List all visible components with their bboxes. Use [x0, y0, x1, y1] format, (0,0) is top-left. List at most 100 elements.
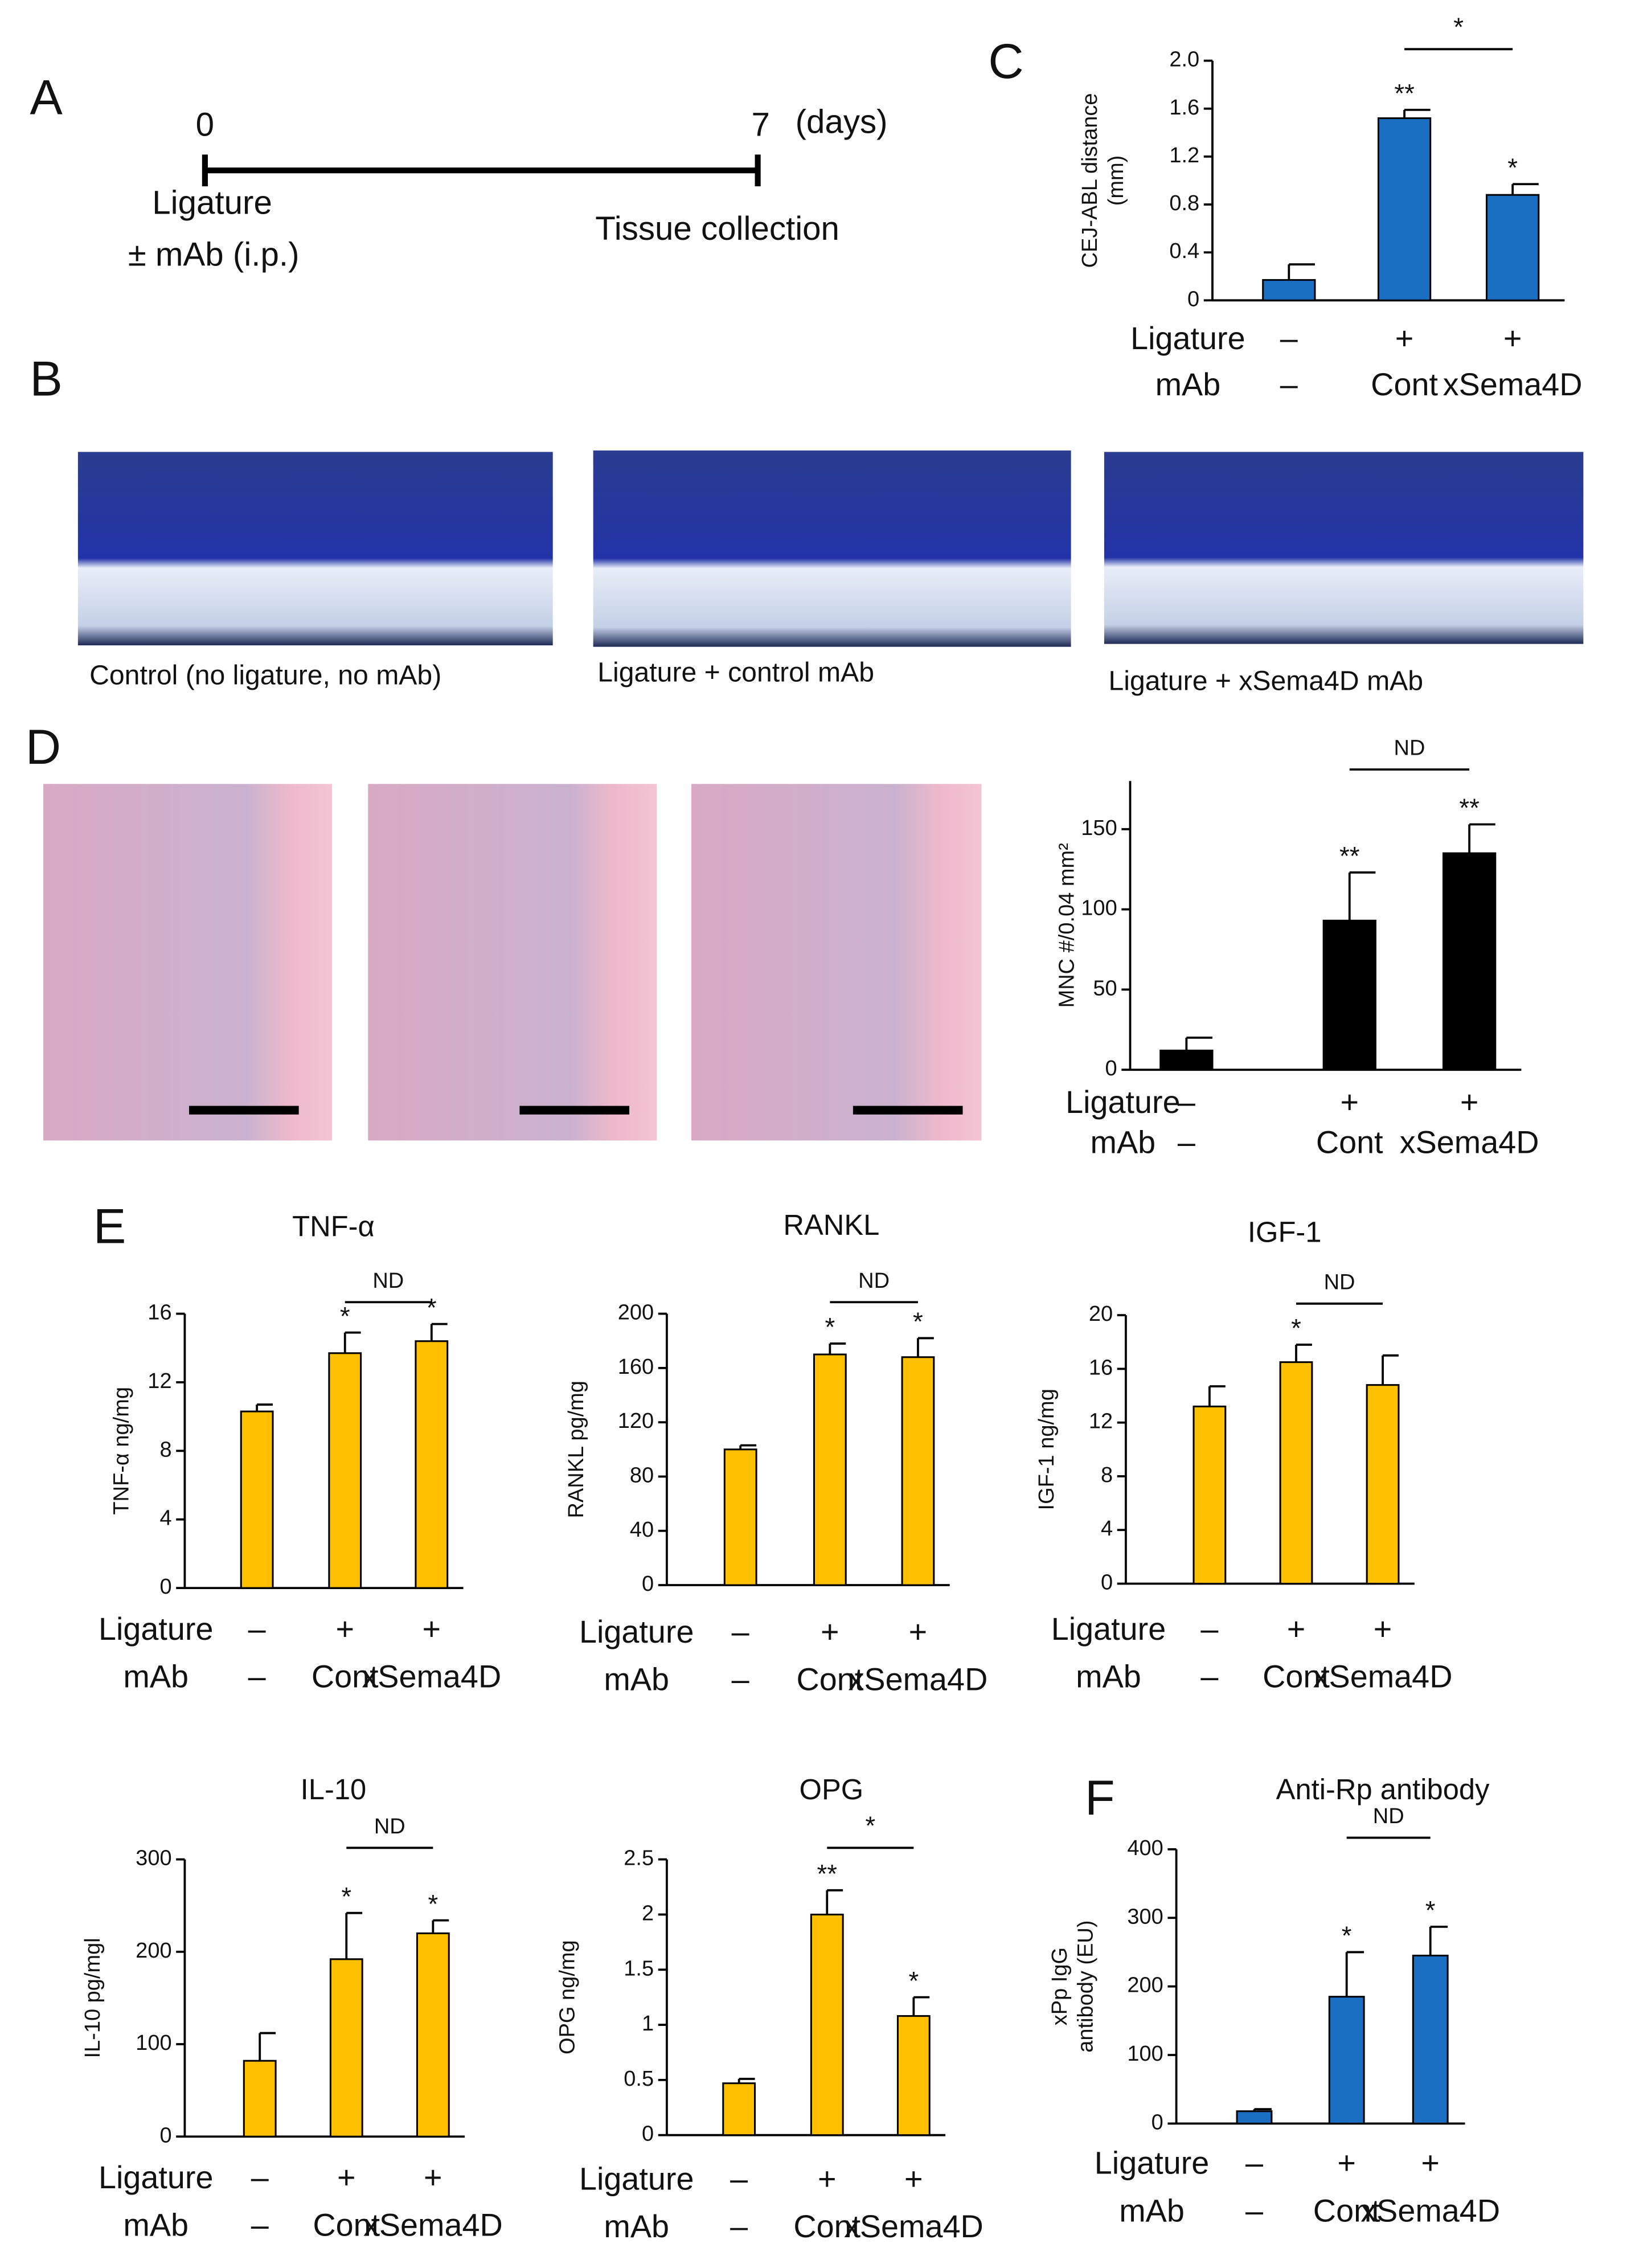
bar — [416, 1932, 450, 2138]
bar — [243, 2060, 277, 2138]
comparison-label: ND — [1394, 736, 1425, 760]
row-name: Ligature — [1066, 1084, 1180, 1120]
y-axis-label: antibody (EU) — [1074, 1920, 1098, 2052]
x-tick-label: – — [1200, 1611, 1218, 1647]
row-name: mAb — [123, 2208, 188, 2243]
x-tick-label: + — [423, 1611, 441, 1647]
x-tick-label: + — [1337, 2146, 1356, 2181]
histology-photo — [43, 784, 332, 1141]
x-tick-label: xSema4D — [363, 2208, 503, 2243]
y-tick-label: 1.6 — [1169, 96, 1199, 120]
x-tick-label: xSema4D — [1443, 367, 1583, 402]
x-tick-label: – — [730, 2161, 748, 2197]
y-tick-label: 1 — [642, 2012, 654, 2036]
x-tick-label: + — [337, 2160, 356, 2195]
row-name: mAb — [1076, 1659, 1141, 1694]
x-tick-label: – — [1178, 1125, 1195, 1160]
chart-title: OPG — [800, 1773, 864, 1806]
y-axis-label: IL-10 pg/mgl — [81, 1938, 105, 2058]
x-tick-label: + — [335, 1611, 354, 1647]
significance-label: * — [1291, 1314, 1301, 1343]
y-tick-label: 8 — [159, 1438, 171, 1461]
y-tick-label: 0.8 — [1169, 191, 1199, 215]
x-tick-label: – — [1280, 367, 1298, 402]
y-tick-label: 2 — [642, 1901, 654, 1925]
comparison-label: ND — [372, 1269, 404, 1293]
y-tick-label: 300 — [136, 1847, 171, 1870]
comparison-label: ND — [858, 1269, 890, 1293]
x-tick-label: – — [732, 1662, 749, 1697]
significance-label: * — [427, 1293, 437, 1322]
y-tick-label: 100 — [136, 2031, 171, 2055]
y-tick-label: 0 — [1187, 287, 1199, 311]
y-axis-label: MNC #/0.04 mm² — [1055, 843, 1079, 1008]
panel-letter: B — [30, 352, 62, 407]
significance-label: * — [1342, 1921, 1352, 1950]
y-axis-label: xPp IgG — [1048, 1947, 1072, 2025]
significance-label: * — [341, 1882, 351, 1911]
y-tick-label: 0 — [159, 2123, 171, 2147]
x-tick-label: – — [1178, 1084, 1195, 1120]
x-tick-label: – — [1200, 1659, 1218, 1694]
x-tick-label: + — [904, 2161, 923, 2197]
x-tick-label: + — [1287, 1611, 1306, 1647]
bar — [1322, 919, 1376, 1071]
row-name: mAb — [604, 2209, 669, 2244]
row-name: mAb — [123, 1659, 188, 1694]
bar — [723, 1448, 757, 1586]
x-tick-label: xSema4D — [362, 1659, 501, 1694]
x-tick-label: – — [251, 2208, 269, 2243]
y-tick-label: 100 — [1127, 2042, 1163, 2066]
comparison-label: * — [865, 1811, 875, 1840]
bar — [1377, 117, 1432, 301]
bar — [722, 2082, 756, 2136]
comparison-label: ND — [1324, 1270, 1355, 1294]
y-tick-label: 2.0 — [1169, 48, 1199, 72]
timeline: 0 7 (days) Ligature ± mAb (i.p.) Tissue … — [128, 103, 888, 273]
chart-title: RANKL — [783, 1209, 879, 1241]
bar — [328, 1352, 362, 1589]
y-tick-label: 0 — [159, 1575, 171, 1599]
x-tick-label: Cont — [313, 2208, 380, 2243]
bar — [415, 1340, 449, 1589]
panel-letter: A — [30, 70, 63, 125]
y-axis-label: IGF-1 ng/mg — [1035, 1389, 1059, 1510]
y-tick-label: 0.5 — [624, 2067, 654, 2091]
timeline-unit: (days) — [796, 103, 888, 140]
y-tick-label: 2.5 — [624, 1847, 654, 1870]
y-tick-label: 0 — [1105, 1057, 1117, 1080]
row-name: Ligature — [1130, 321, 1245, 356]
x-tick-label: Cont — [1313, 2193, 1380, 2228]
significance-label: * — [428, 1889, 438, 1918]
y-tick-label: 100 — [1081, 896, 1117, 920]
timeline-label: Tissue collection — [595, 210, 839, 247]
row-name: Ligature — [1051, 1611, 1166, 1647]
x-tick-label: + — [909, 1614, 928, 1649]
x-tick-label: – — [248, 1659, 266, 1694]
y-tick-label: 4 — [159, 1506, 171, 1530]
y-tick-label: 80 — [630, 1463, 654, 1487]
x-tick-label: + — [818, 2161, 837, 2197]
x-tick-label: + — [1340, 1084, 1359, 1120]
significance-label: ** — [1394, 79, 1415, 108]
photo-caption: Ligature + xSema4D mAb — [1109, 666, 1424, 697]
panel-letter: E — [93, 1199, 126, 1254]
bar — [1159, 1049, 1214, 1071]
x-tick-label: – — [251, 2160, 269, 2195]
y-tick-label: 0 — [642, 2122, 654, 2146]
significance-label: * — [1507, 153, 1518, 182]
x-tick-label: Cont — [1263, 1659, 1330, 1694]
bar — [1192, 1405, 1227, 1585]
significance-label: * — [340, 1301, 350, 1330]
y-tick-label: 1.2 — [1169, 144, 1199, 167]
histology-photo — [368, 784, 657, 1141]
x-tick-label: xSema4D — [1400, 1125, 1539, 1160]
bar — [813, 1353, 847, 1586]
row-name: mAb — [1155, 367, 1221, 402]
y-axis-label: TNF-α ng/mg — [109, 1387, 133, 1515]
timeline-start: 0 — [196, 107, 214, 144]
x-tick-label: Cont — [793, 2209, 860, 2244]
chart-title: IL-10 — [301, 1773, 367, 1806]
significance-label: * — [825, 1313, 835, 1342]
